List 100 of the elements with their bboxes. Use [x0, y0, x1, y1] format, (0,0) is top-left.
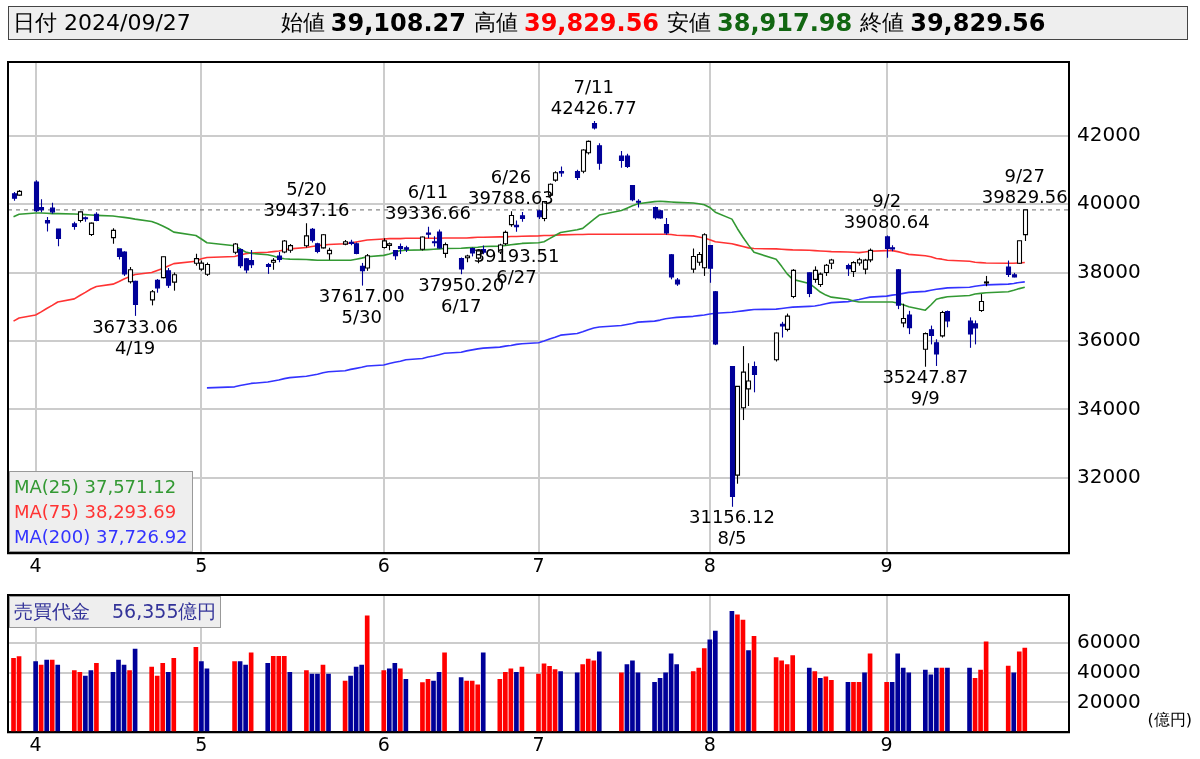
- y-tick-label: 40000: [1077, 658, 1141, 683]
- bar: [967, 667, 972, 733]
- candlestick: [668, 253, 675, 280]
- candlestick: [751, 360, 758, 393]
- bar: [884, 682, 889, 733]
- text: 始値: [280, 9, 325, 37]
- candlestick: [303, 222, 310, 249]
- candlestick: [906, 310, 913, 335]
- candlestick: [967, 316, 974, 349]
- bar: [94, 663, 99, 733]
- annotation: 6/26: [490, 165, 532, 187]
- annotation: 36733.06: [92, 315, 179, 337]
- annotation: 42426.77: [550, 96, 637, 118]
- bar: [945, 667, 950, 733]
- y-tick-label: 60000: [1077, 628, 1141, 653]
- chart-title: 売買代金: [14, 600, 90, 622]
- bar: [265, 663, 271, 733]
- annotation: 39829.56: [981, 185, 1068, 207]
- annotation: 31156.12: [688, 506, 775, 528]
- bar: [33, 661, 38, 733]
- candlestick: [121, 250, 128, 277]
- text: MA(75) 38,293.69: [14, 500, 178, 525]
- text: 日付 2024/09/27: [13, 9, 191, 37]
- candlestick: [745, 362, 752, 407]
- bar: [558, 671, 563, 733]
- bar: [165, 671, 171, 733]
- bar: [326, 673, 331, 733]
- candlestick: [132, 280, 139, 317]
- bar: [818, 678, 823, 733]
- annotation: 39437.16: [263, 198, 350, 220]
- x-tick-label: 5: [195, 732, 208, 755]
- y-tick-label: 38000: [1077, 258, 1141, 283]
- candlestick: [900, 303, 907, 328]
- bar: [806, 667, 812, 733]
- annotation: 6/11: [407, 181, 449, 203]
- annotation: 37617.00: [318, 285, 405, 307]
- bar: [442, 652, 447, 733]
- candlestick: [165, 267, 172, 289]
- bar: [127, 670, 132, 733]
- x-tick-label: 4: [29, 732, 42, 755]
- candlestick: [933, 338, 940, 367]
- bar: [49, 659, 55, 733]
- bar: [1011, 672, 1017, 733]
- bar: [619, 672, 624, 733]
- x-tick-label: 9: [880, 553, 893, 576]
- x-tick-label: 7: [532, 553, 545, 576]
- x-tick-label: 9: [880, 732, 893, 755]
- bar: [232, 661, 237, 733]
- y-axis-title: (億円): [1147, 710, 1192, 732]
- y-tick-label: 20000: [1077, 688, 1141, 713]
- annotation: 9/9: [910, 387, 940, 409]
- text: 終値: [860, 9, 905, 37]
- bar: [1005, 665, 1011, 733]
- x-tick-label: 6: [377, 732, 390, 755]
- text: 39,829.56: [910, 9, 1046, 37]
- bar: [812, 671, 818, 733]
- text: 38,917.98: [717, 9, 853, 37]
- annotation: 5/30: [341, 306, 382, 328]
- x-tick-label: 8: [703, 732, 716, 755]
- y-tick-label: 34000: [1077, 395, 1141, 420]
- text: 39,108.27: [330, 9, 466, 37]
- x-tick-label: 8: [703, 553, 716, 576]
- candlestick: [1016, 240, 1023, 265]
- bar: [746, 650, 751, 733]
- text: 安値: [667, 9, 712, 37]
- bar: [381, 670, 387, 733]
- bar: [304, 670, 309, 733]
- candlestick: [359, 262, 366, 287]
- candlestick: [922, 331, 929, 368]
- annotation: 9/2: [872, 190, 902, 212]
- bar: [862, 672, 867, 733]
- annotation: 5/20: [286, 177, 327, 199]
- bar: [44, 659, 50, 733]
- bar: [574, 672, 580, 733]
- candlestick: [248, 249, 255, 269]
- annotation: 9/27: [1004, 164, 1045, 186]
- bar: [55, 664, 61, 733]
- y-tick-label: 42000: [1077, 121, 1141, 146]
- bar: [171, 657, 177, 733]
- annotation: 39080.64: [843, 211, 930, 233]
- annotation: 8/5: [717, 527, 747, 549]
- candlestick: [171, 271, 178, 292]
- x-tick-label: 4: [29, 553, 42, 576]
- bar: [287, 671, 293, 733]
- text: 高値: [473, 9, 518, 37]
- text: 39,829.56: [523, 9, 660, 37]
- annotation: 56,355億円: [112, 600, 217, 622]
- candlestick: [928, 325, 935, 345]
- y-tick-label: 40000: [1077, 190, 1141, 215]
- bar: [514, 671, 519, 733]
- y-tick-label: 36000: [1077, 327, 1141, 352]
- annotation: 6/17: [440, 294, 482, 316]
- candlestick: [707, 244, 714, 284]
- candlestick: [939, 310, 946, 339]
- candlestick: [806, 271, 813, 298]
- candlestick: [596, 142, 603, 171]
- bar: [398, 668, 403, 733]
- annotation: 7/11: [573, 75, 614, 97]
- x-tick-label: 7: [532, 732, 545, 755]
- text: MA(25) 37,571.12: [14, 475, 178, 500]
